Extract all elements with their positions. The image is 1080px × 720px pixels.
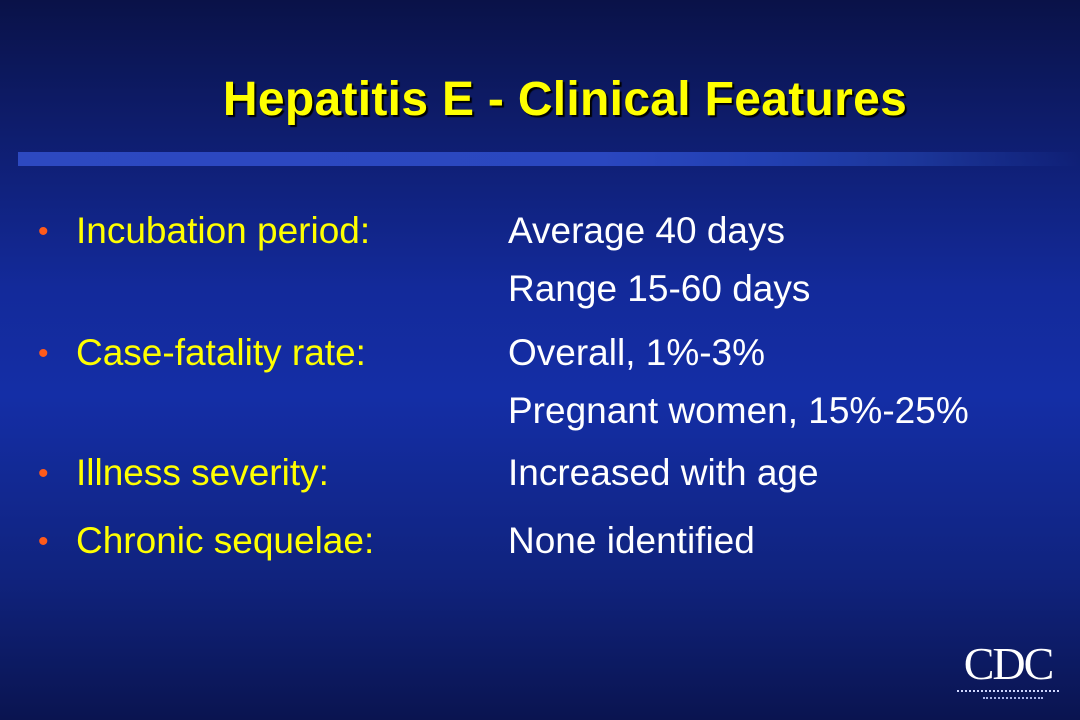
bullet-value: Range 15-60 days — [508, 268, 811, 309]
bullet-label: Chronic sequelae: — [76, 520, 375, 561]
bullet-value: Increased with age — [508, 452, 819, 493]
cdc-logo-tagline — [983, 697, 1043, 702]
bullet-item-chronic-sequelae: • Chronic sequelae: None identified — [0, 520, 1080, 580]
bullet-dot-icon: • — [38, 525, 49, 558]
bullet-value: Pregnant women, 15%-25% — [508, 390, 969, 431]
bullet-dot-icon: • — [38, 215, 49, 248]
bullet-label: Illness severity: — [76, 452, 329, 493]
bullet-item-case-fatality-rate: • Case-fatality rate: Overall, 1%-3% Pre… — [0, 332, 1080, 431]
bullet-value: Average 40 days — [508, 210, 786, 251]
bullet-item-incubation-period: • Incubation period: Average 40 days Ran… — [0, 210, 1080, 309]
cdc-logo-text: CDC — [963, 638, 1055, 689]
bullet-value: None identified — [508, 520, 755, 561]
cdc-logo: CDC — [955, 640, 1061, 702]
title-divider — [18, 152, 1080, 166]
bullet-value: Overall, 1%-3% — [508, 332, 766, 373]
slide-title: Hepatitis E - Clinical Features — [222, 73, 908, 126]
bullet-item-illness-severity: • Illness severity: Increased with age — [0, 452, 1080, 512]
bullet-label: Case-fatality rate: — [76, 332, 366, 373]
bullet-dot-icon: • — [38, 457, 49, 490]
cdc-logo-tagline — [957, 690, 1059, 696]
bullet-label: Incubation period: — [76, 210, 371, 251]
bullet-dot-icon: • — [38, 337, 49, 370]
